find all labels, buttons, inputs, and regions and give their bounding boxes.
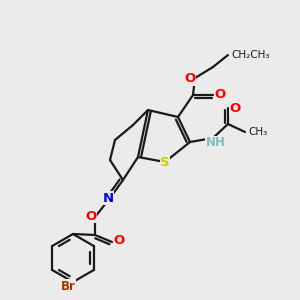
- Text: O: O: [113, 235, 124, 248]
- Text: CH₂CH₃: CH₂CH₃: [231, 50, 269, 60]
- Text: O: O: [230, 101, 241, 115]
- Text: N: N: [102, 191, 114, 205]
- Text: Br: Br: [61, 280, 75, 292]
- Text: CH₃: CH₃: [248, 127, 267, 137]
- Text: O: O: [85, 209, 97, 223]
- Text: O: O: [184, 73, 196, 85]
- Text: NH: NH: [206, 136, 226, 149]
- Text: S: S: [160, 155, 170, 169]
- Text: O: O: [214, 88, 226, 101]
